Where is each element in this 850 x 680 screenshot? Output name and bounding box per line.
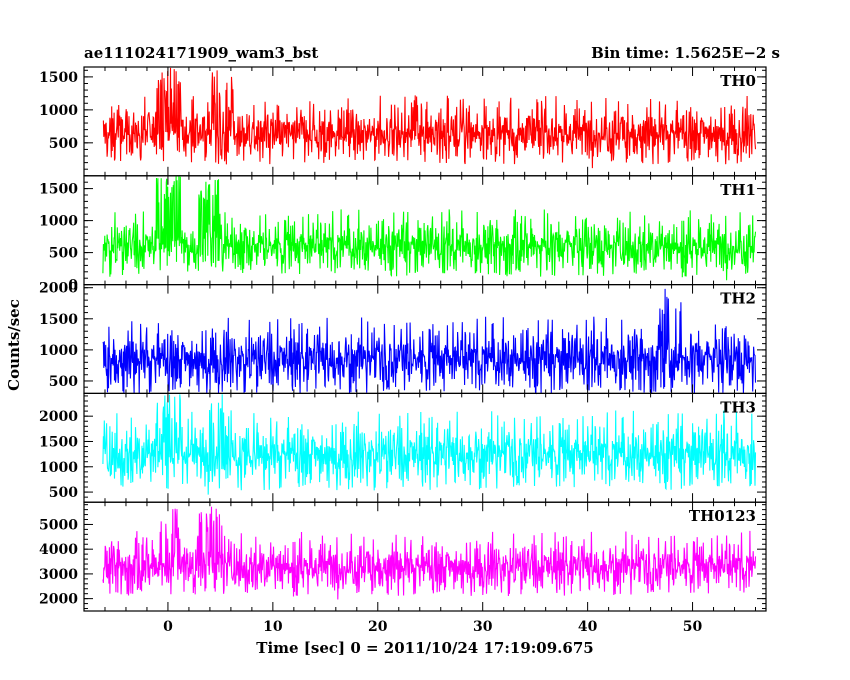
series-trace-th2 (102, 288, 757, 395)
y-tick-label: 5000 (39, 517, 78, 533)
y-tick-label: 1500 (39, 182, 78, 198)
y-tick-label: 2000 (39, 281, 78, 297)
y-tick-label: 2000 (39, 592, 78, 608)
y-tick-label: 4000 (39, 542, 78, 558)
y-tick-label: 3000 (39, 567, 78, 583)
panel-label-th0123: TH0123 (689, 507, 756, 525)
panel-label-th2: TH2 (720, 290, 756, 308)
panel-label-th1: TH1 (720, 181, 756, 199)
y-tick-label: 0 (68, 278, 78, 294)
x-tick-label: 30 (473, 619, 493, 635)
y-tick-label: 1000 (39, 214, 78, 230)
x-axis-label: Time [sec] 0 = 2011/10/24 17:19:09.675 (256, 639, 594, 657)
y-tick-label: 2000 (39, 409, 78, 425)
y-tick-label: 500 (49, 374, 78, 390)
chart-title: ae111024171909_wam3_bst (84, 44, 319, 62)
series-trace-th0123 (102, 506, 757, 600)
panel-label-th0: TH0 (720, 72, 756, 90)
y-tick-label: 1500 (39, 70, 78, 86)
y-tick-label: 500 (49, 485, 78, 501)
panel-label-th3: TH3 (720, 398, 756, 416)
y-tick-label: 1000 (39, 103, 78, 119)
series-trace-th1 (102, 175, 757, 281)
y-tick-label: 1500 (39, 312, 78, 328)
bin-time-label: Bin time: 1.5625E−2 s (591, 44, 780, 62)
x-tick-label: 40 (578, 619, 598, 635)
series-trace-th0 (102, 67, 757, 169)
x-tick-label: 50 (683, 619, 703, 635)
series-trace-th3 (102, 394, 757, 495)
y-tick-label: 500 (49, 136, 78, 152)
x-tick-label: 10 (263, 619, 283, 635)
panel-frame (83, 501, 767, 612)
y-tick-label: 1000 (39, 343, 78, 359)
y-tick-label: 1500 (39, 434, 78, 450)
x-tick-label: 0 (163, 619, 173, 635)
x-tick-label: 20 (368, 619, 388, 635)
y-tick-label: 500 (49, 246, 78, 262)
y-tick-label: 1000 (39, 460, 78, 476)
